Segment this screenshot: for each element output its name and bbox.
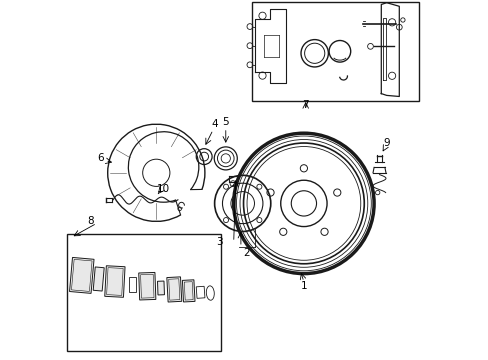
Text: 6: 6 <box>97 153 103 163</box>
Bar <box>104 266 125 297</box>
Bar <box>251 2 418 101</box>
Bar <box>93 267 104 291</box>
Bar <box>71 259 92 292</box>
Text: 10: 10 <box>157 184 170 194</box>
Text: 7: 7 <box>302 100 308 111</box>
Bar <box>69 257 94 293</box>
Bar <box>168 279 180 300</box>
Text: 2: 2 <box>243 248 249 257</box>
Bar <box>184 282 193 300</box>
Bar <box>182 280 195 302</box>
Bar <box>106 267 123 296</box>
Text: 3: 3 <box>216 237 222 247</box>
Text: 4: 4 <box>210 119 217 129</box>
Bar <box>67 234 221 351</box>
Text: 1: 1 <box>300 281 306 291</box>
Bar <box>141 274 154 298</box>
Bar <box>166 277 182 302</box>
Text: 9: 9 <box>383 138 389 148</box>
Bar <box>139 273 156 300</box>
Text: 5: 5 <box>222 117 228 127</box>
Bar <box>196 286 204 298</box>
Text: 8: 8 <box>87 216 94 226</box>
Bar <box>157 281 164 295</box>
Bar <box>129 277 136 292</box>
